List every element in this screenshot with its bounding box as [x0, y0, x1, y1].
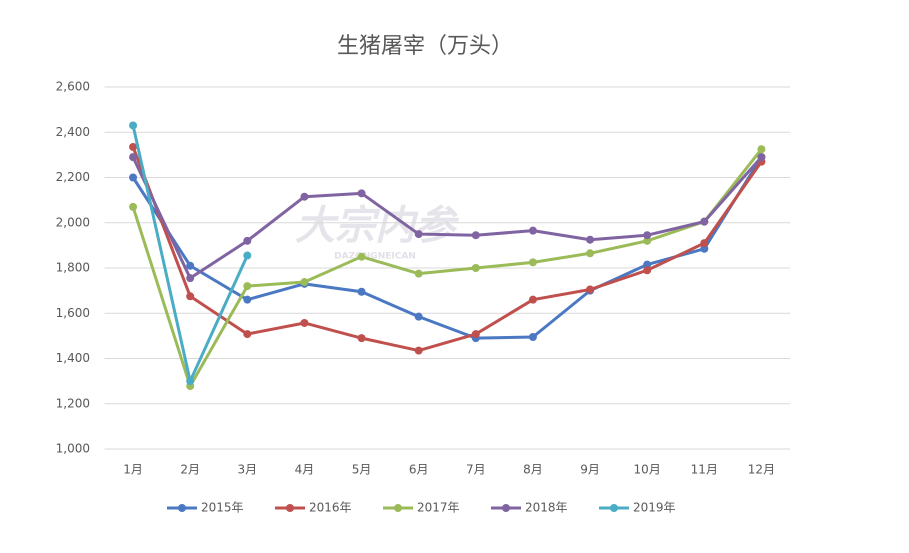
data-point — [414, 269, 423, 278]
watermark: 大宗内参 — [295, 203, 459, 249]
x-tick-label: 10月 — [634, 463, 661, 477]
legend-label: 2015年 — [201, 501, 244, 515]
data-point — [414, 230, 423, 239]
data-point — [643, 260, 652, 269]
data-point — [700, 239, 709, 248]
data-point — [300, 192, 309, 201]
data-point — [528, 258, 537, 267]
data-point — [471, 231, 480, 240]
data-point — [643, 231, 652, 240]
data-point — [243, 251, 252, 260]
x-tick-label: 7月 — [466, 463, 486, 477]
data-point — [186, 261, 195, 270]
data-point — [586, 249, 595, 258]
data-point — [357, 252, 366, 261]
data-point — [414, 312, 423, 321]
y-tick-label: 2,600 — [56, 80, 90, 94]
y-tick-label: 1,400 — [56, 351, 90, 365]
legend-label: 2019年 — [633, 501, 676, 515]
data-point — [357, 189, 366, 198]
y-tick-label: 2,200 — [56, 170, 90, 184]
legend-marker — [610, 504, 618, 512]
series-line — [131, 156, 763, 340]
data-point — [243, 282, 252, 291]
data-point — [186, 377, 195, 386]
legend-label: 2016年 — [309, 501, 352, 515]
y-tick-label: 2,000 — [56, 215, 90, 229]
data-point — [129, 173, 138, 182]
data-point — [528, 226, 537, 235]
data-point — [243, 295, 252, 304]
data-point — [700, 244, 709, 253]
watermark-sub: DAZONGNEICAN — [334, 252, 416, 262]
data-point — [129, 142, 138, 151]
legend-label: 2018年 — [525, 501, 568, 515]
data-point — [186, 274, 195, 283]
data-point — [586, 235, 595, 244]
x-tick-label: 5月 — [352, 463, 372, 477]
x-tick-label: 11月 — [691, 463, 718, 477]
y-tick-label: 1,000 — [56, 442, 90, 456]
y-tick-label: 1,200 — [56, 396, 90, 410]
data-point — [643, 236, 652, 245]
y-tick-label: 1,600 — [56, 306, 90, 320]
data-point — [757, 145, 766, 154]
data-point — [357, 334, 366, 343]
data-point — [528, 333, 537, 342]
data-point — [643, 266, 652, 275]
data-point — [757, 153, 766, 162]
data-point — [700, 217, 709, 226]
y-tick-label: 2,400 — [56, 125, 90, 139]
x-tick-label: 8月 — [523, 463, 543, 477]
data-point — [471, 264, 480, 272]
legend-marker — [178, 504, 186, 512]
data-point — [129, 153, 138, 162]
x-tick-label: 3月 — [237, 463, 257, 477]
y-tick-label: 1,800 — [56, 261, 90, 275]
x-tick-label: 4月 — [295, 463, 315, 477]
data-point — [357, 287, 366, 296]
data-point — [300, 278, 309, 287]
x-tick-label: 2月 — [180, 463, 200, 477]
data-point — [300, 318, 309, 327]
data-point — [129, 121, 138, 130]
series-line — [131, 156, 763, 280]
x-tick-label: 1月 — [123, 463, 143, 477]
series-line — [131, 148, 763, 388]
series-line — [131, 146, 763, 353]
legend-marker — [286, 504, 294, 512]
data-point — [414, 346, 423, 355]
data-point — [243, 236, 252, 245]
chart-title: 生猪屠宰（万头） — [337, 34, 513, 59]
x-tick-label: 6月 — [409, 463, 429, 477]
data-point — [243, 330, 252, 339]
data-point — [528, 295, 537, 304]
data-point — [471, 330, 480, 339]
legend-marker — [394, 504, 402, 512]
legend-label: 2017年 — [417, 501, 460, 515]
legend-marker — [502, 504, 510, 512]
data-point — [586, 285, 595, 294]
x-tick-label: 9月 — [580, 463, 600, 477]
data-point — [186, 292, 195, 301]
x-tick-label: 12月 — [748, 463, 775, 477]
data-point — [129, 202, 138, 211]
